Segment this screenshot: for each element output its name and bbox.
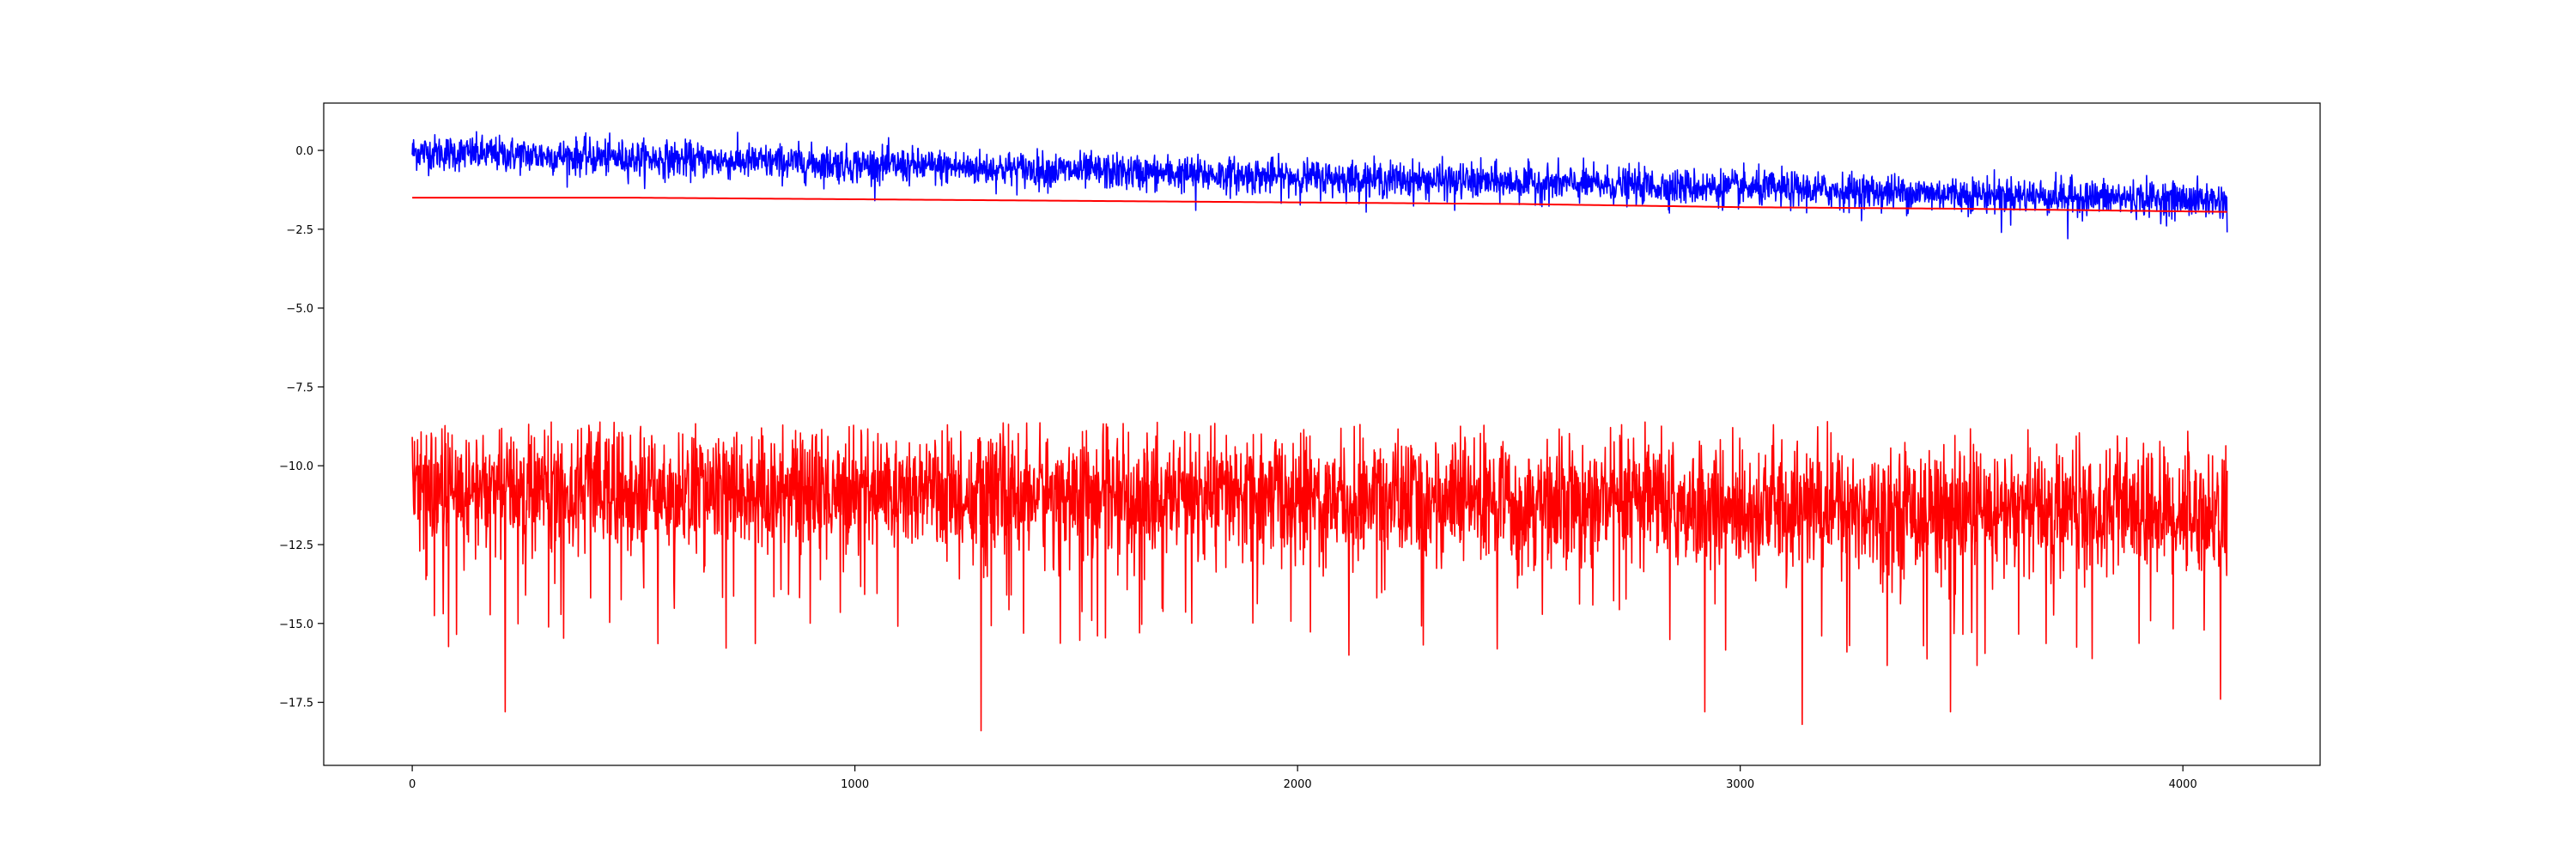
y-tick-label: −10.0 [279,460,313,473]
series-line-1 [412,197,2227,213]
x-tick-label: 3000 [1726,778,1754,791]
y-tick-label: −7.5 [286,381,313,394]
y-tick-label: −15.0 [279,618,313,631]
series-line-2 [411,421,2228,732]
x-tick-label: 0 [409,778,416,791]
plot-frame [323,102,2321,766]
x-axis: 0 1000 2000 3000 4000 [409,765,2197,791]
y-tick-label: −2.5 [286,224,313,237]
y-tick-label: −5.0 [286,303,313,316]
y-axis: 0.0 −2.5 −5.0 −7.5 −10.0 −12.5 −15.0 −17.5 [279,145,324,710]
y-tick-label: −17.5 [279,698,313,710]
series-line-0 [411,131,2228,240]
series-layer [411,131,2228,732]
y-tick-label: 0.0 [295,145,313,158]
x-tick-label: 4000 [2169,778,2197,791]
y-tick-label: −12.5 [279,539,313,552]
x-tick-label: 1000 [841,778,869,791]
x-tick-label: 2000 [1284,778,1312,791]
